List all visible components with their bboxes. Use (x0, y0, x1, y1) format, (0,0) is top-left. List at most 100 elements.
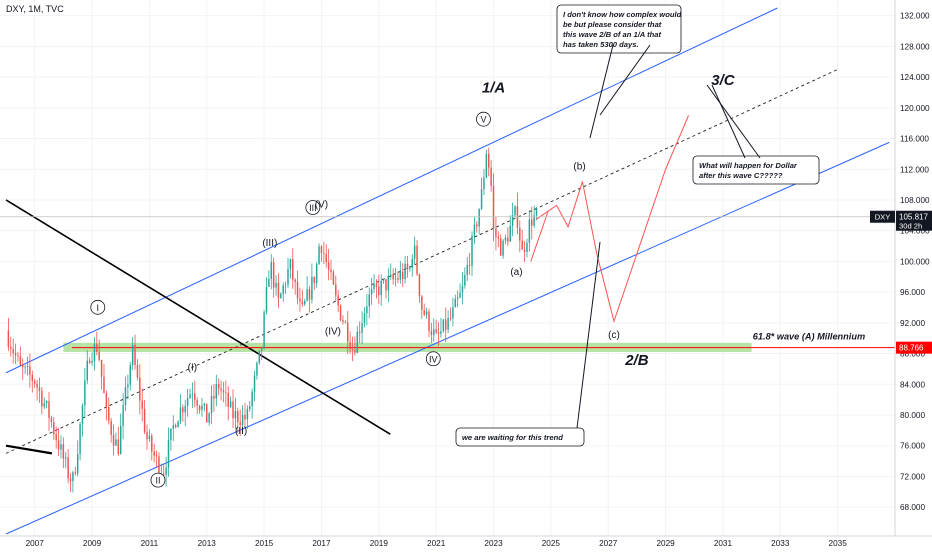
candle-body (478, 208, 480, 227)
y-tick-label: 76.000 (900, 442, 925, 451)
candle-body (220, 388, 222, 391)
channel-mid-line (5, 69, 838, 454)
candle-body (459, 292, 461, 298)
candle-body (473, 224, 476, 236)
wave-label-big: 3/C (711, 72, 736, 89)
candle-body (480, 189, 483, 209)
y-axis-panel (895, 0, 932, 550)
candle-body (358, 331, 361, 333)
candle-body (392, 274, 394, 280)
candle-body (260, 346, 263, 351)
candle-body (487, 153, 490, 168)
candle-body (390, 274, 392, 277)
y-tick-label: 132.000 (900, 12, 930, 21)
candle-body (425, 311, 428, 315)
candle-body (268, 278, 270, 287)
y-tick-label: 80.000 (900, 411, 925, 420)
candle-body (265, 286, 268, 313)
candle-body (10, 346, 12, 350)
y-tick-label: 68.000 (900, 503, 925, 512)
wave-label: (I) (188, 362, 197, 373)
wave-label-circled: V (480, 115, 486, 125)
candle-body (122, 405, 124, 426)
candle-body (141, 400, 143, 409)
candle-body (521, 240, 523, 250)
wave-label-circled: II (155, 476, 160, 486)
wave-label-big: 2/B (624, 352, 649, 369)
candle-body (165, 467, 167, 475)
projection-path (536, 115, 689, 324)
candle-body (416, 245, 418, 275)
projection-branch (530, 211, 549, 262)
candle-body (399, 271, 402, 280)
candle-body (387, 276, 390, 291)
candle-body (86, 360, 88, 381)
candle-body (117, 439, 120, 454)
support-tag-bg (896, 341, 932, 354)
symbol-tag: DXY (875, 213, 891, 222)
candle-body (385, 279, 387, 291)
candle-body (320, 246, 323, 254)
x-tick-label: 2011 (141, 539, 159, 548)
candle-body (306, 289, 308, 301)
candle-body (57, 440, 60, 450)
downtrend-line (5, 199, 391, 435)
candle-body (7, 330, 10, 347)
candle-body (234, 410, 237, 419)
candle-body (21, 364, 24, 368)
candle-body (225, 392, 227, 394)
wave-label-circle (305, 200, 321, 215)
candle-body (196, 400, 198, 406)
candle-body (127, 384, 129, 388)
candle-body (38, 387, 41, 391)
candle-body (201, 405, 203, 411)
candle-body (375, 283, 378, 287)
x-tick-label: 2015 (255, 539, 274, 548)
wave-label: (IV) (325, 326, 341, 337)
candle-body (476, 224, 478, 227)
candle-body (282, 285, 284, 294)
callout-pointer (576, 241, 601, 429)
candle-body (105, 393, 108, 407)
candle-body (363, 313, 366, 324)
candle-body (368, 294, 370, 307)
candle-body (76, 454, 79, 474)
candle-body (172, 425, 175, 429)
candle-body (466, 264, 468, 276)
candle-body (62, 444, 65, 459)
candle-body (162, 473, 165, 475)
candle-body (270, 262, 273, 279)
x-tick-label: 2009 (83, 539, 102, 548)
candle-body (148, 435, 151, 440)
candle-body (79, 423, 81, 455)
candle-body (191, 393, 194, 395)
candle-body (146, 432, 148, 440)
candle-body (454, 298, 457, 308)
channel-upper-line (5, 7, 778, 374)
candle-body (507, 237, 509, 242)
y-tick-label: 104.000 (900, 227, 930, 236)
candle-body (421, 296, 423, 310)
wave-label: (a) (510, 267, 522, 278)
x-tick-label: 2019 (370, 539, 389, 548)
callout-pointer (599, 44, 651, 116)
y-tick-label: 112.000 (900, 165, 929, 174)
candle-body (206, 403, 208, 423)
y-tick-label: 92.000 (900, 319, 925, 328)
candle-body (411, 258, 414, 268)
candle-body (490, 167, 492, 186)
candle-body (471, 235, 473, 266)
candle-body (406, 263, 409, 269)
price-tag-bg (896, 210, 932, 231)
candle-body (287, 269, 289, 285)
candle-body (380, 280, 382, 296)
y-tick-label: 120.000 (900, 104, 930, 113)
candle-body (318, 246, 320, 265)
candle-body (215, 384, 218, 399)
candle-body (442, 319, 445, 332)
candle-body (519, 227, 521, 241)
